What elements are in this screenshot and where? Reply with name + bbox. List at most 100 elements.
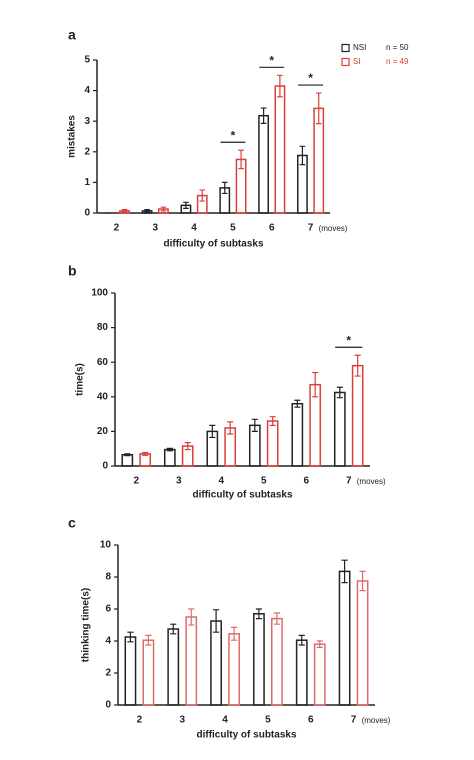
y-tick-label: 8 bbox=[105, 572, 111, 583]
panel-label: b bbox=[68, 263, 77, 279]
error-bar bbox=[315, 92, 322, 125]
error-bar bbox=[183, 201, 189, 210]
y-tick-label: 10 bbox=[100, 540, 112, 551]
error-bar bbox=[127, 631, 134, 643]
error-bar bbox=[238, 149, 244, 170]
error-bar bbox=[299, 145, 306, 166]
y-tick-label: 0 bbox=[84, 208, 90, 219]
error-bar bbox=[121, 209, 128, 213]
error-bar bbox=[260, 107, 267, 124]
bar bbox=[185, 616, 198, 706]
x-tick-label: 6 bbox=[308, 715, 314, 726]
y-tick-label: 2 bbox=[84, 146, 90, 157]
legend-swatch bbox=[341, 57, 350, 67]
bar bbox=[253, 613, 265, 706]
bar bbox=[271, 617, 283, 706]
error-bar bbox=[142, 451, 149, 456]
error-bar bbox=[316, 640, 323, 648]
error-bar bbox=[273, 612, 280, 625]
x-note: (moves) bbox=[362, 716, 391, 725]
x-tick-label: 3 bbox=[152, 223, 158, 234]
error-bar bbox=[209, 424, 216, 439]
significance-label: * bbox=[269, 53, 274, 67]
x-tick-label: 3 bbox=[179, 715, 185, 726]
legend-label: SI bbox=[353, 57, 361, 66]
error-bar bbox=[255, 608, 263, 620]
x-axis-label: difficulty of subtasks bbox=[163, 239, 263, 250]
error-bar bbox=[227, 421, 234, 435]
bar bbox=[274, 85, 286, 214]
y-axis-label: thinking time(s) bbox=[81, 588, 92, 662]
bar bbox=[291, 402, 304, 467]
x-tick-label: 7 bbox=[308, 223, 314, 234]
y-tick-label: 4 bbox=[84, 85, 90, 96]
bar bbox=[124, 636, 137, 706]
x-tick-label: 7 bbox=[351, 715, 357, 726]
y-tick-label: 0 bbox=[102, 461, 108, 472]
significance-label: * bbox=[346, 333, 351, 347]
y-tick-label: 20 bbox=[97, 426, 109, 437]
x-tick-label: 4 bbox=[222, 715, 228, 726]
y-tick-label: 5 bbox=[84, 55, 90, 66]
y-tick-label: 80 bbox=[97, 322, 109, 333]
error-bar bbox=[184, 442, 191, 451]
x-tick-label: 2 bbox=[133, 476, 139, 487]
y-tick-label: 4 bbox=[105, 636, 111, 647]
error-bar bbox=[145, 634, 152, 646]
bar bbox=[295, 639, 308, 706]
panel-label: c bbox=[68, 515, 76, 531]
bar bbox=[142, 639, 155, 706]
error-bar bbox=[144, 209, 150, 213]
y-tick-label: 1 bbox=[84, 177, 90, 188]
bar bbox=[266, 420, 279, 467]
error-bar bbox=[251, 418, 258, 432]
error-bar bbox=[160, 206, 167, 212]
y-axis-label: mistakes bbox=[67, 115, 78, 158]
y-tick-label: 2 bbox=[105, 668, 111, 679]
bar bbox=[356, 580, 369, 706]
y-tick-label: 6 bbox=[105, 604, 111, 615]
legend-swatch bbox=[341, 43, 350, 53]
error-bar bbox=[359, 570, 366, 592]
x-note: (moves) bbox=[357, 477, 386, 486]
bar bbox=[338, 570, 351, 706]
error-bar bbox=[199, 189, 206, 202]
panel-label: a bbox=[68, 27, 76, 43]
x-tick-label: 4 bbox=[218, 476, 224, 487]
error-bar bbox=[213, 609, 220, 633]
y-tick-label: 3 bbox=[84, 116, 90, 127]
error-bar bbox=[341, 559, 348, 584]
x-tick-label: 2 bbox=[137, 715, 143, 726]
x-tick-label: 4 bbox=[191, 223, 197, 234]
error-bar bbox=[269, 416, 276, 426]
bar bbox=[121, 454, 134, 467]
y-tick-label: 100 bbox=[91, 288, 108, 299]
error-bar bbox=[188, 608, 195, 626]
bar bbox=[351, 364, 364, 467]
bar bbox=[313, 643, 326, 706]
legend-n: n = 49 bbox=[386, 57, 409, 66]
x-tick-label: 2 bbox=[114, 223, 120, 234]
significance-label: * bbox=[231, 128, 236, 142]
x-tick-label: 3 bbox=[176, 476, 182, 487]
error-bar bbox=[166, 447, 173, 452]
error-bar bbox=[298, 634, 305, 646]
error-bar bbox=[170, 623, 177, 635]
x-tick-label: 7 bbox=[346, 476, 352, 487]
bar bbox=[258, 114, 270, 214]
x-tick-label: 6 bbox=[303, 476, 309, 487]
x-axis-label: difficulty of subtasks bbox=[196, 730, 296, 741]
x-note: (moves) bbox=[319, 224, 348, 233]
bar bbox=[210, 620, 222, 706]
error-bar bbox=[336, 386, 343, 399]
x-tick-label: 5 bbox=[265, 715, 271, 726]
error-bar bbox=[124, 453, 131, 457]
error-bar bbox=[221, 181, 228, 195]
bar bbox=[167, 628, 180, 706]
x-tick-label: 6 bbox=[269, 223, 275, 234]
legend-label: NSI bbox=[353, 43, 366, 52]
error-bar bbox=[354, 354, 361, 377]
error-bar bbox=[277, 74, 283, 98]
x-tick-label: 5 bbox=[261, 476, 267, 487]
